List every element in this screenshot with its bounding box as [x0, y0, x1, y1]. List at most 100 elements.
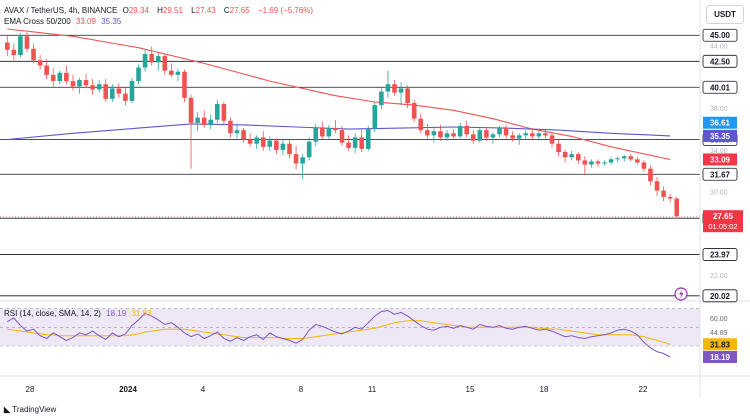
- indicator-badge: [703, 116, 737, 129]
- candle-body: [602, 162, 607, 164]
- candle-body: [215, 104, 220, 120]
- level-badge: [702, 289, 738, 303]
- rsi-legend[interactable]: RSI (14, close, SMA, 14, 2) 18.19 31.83: [4, 309, 154, 318]
- candle: [247, 133, 253, 147]
- candle-body: [536, 133, 542, 137]
- candle: [339, 125, 345, 146]
- candle: [595, 159, 601, 167]
- candle-body: [228, 120, 233, 134]
- candle-body: [234, 130, 240, 134]
- price-tick-label: 38.00: [710, 106, 728, 113]
- time-axis-label: 18: [540, 385, 549, 394]
- candle: [50, 67, 56, 87]
- candle: [530, 128, 535, 140]
- candle: [188, 94, 194, 169]
- candle-body: [490, 134, 496, 138]
- time-axis-label: 22: [639, 385, 648, 394]
- price-change: −1.69 (−5.76%): [257, 6, 314, 15]
- candle-body: [549, 135, 555, 144]
- currency-button[interactable]: USDT: [706, 5, 744, 24]
- candle-body: [648, 168, 653, 182]
- candle: [280, 139, 286, 156]
- ema-legend[interactable]: EMA Cross 50/200 33.09 35.35: [4, 17, 124, 26]
- level-label: 45.00: [710, 31, 731, 40]
- candle-body: [444, 133, 450, 138]
- ema-slow-line: [7, 123, 671, 141]
- candle-body: [241, 130, 246, 140]
- candle-body: [116, 88, 122, 94]
- candle-body: [339, 130, 345, 143]
- candle: [392, 80, 397, 96]
- candle-body: [175, 71, 181, 75]
- candle-body: [129, 81, 135, 101]
- candle-body: [530, 133, 535, 137]
- candle: [293, 145, 299, 170]
- level-badge: [702, 28, 738, 42]
- candle: [425, 123, 430, 139]
- candle-body: [661, 190, 666, 197]
- candle: [628, 154, 634, 162]
- candle-body: [70, 81, 76, 87]
- candle-body: [57, 72, 63, 82]
- candle: [37, 55, 43, 70]
- ohlc-open-value: 29.34: [128, 6, 149, 15]
- candle-body: [4, 42, 10, 50]
- candle: [510, 131, 515, 142]
- candle-body: [326, 128, 332, 137]
- indicator-badge: [703, 129, 737, 142]
- candle: [215, 99, 220, 123]
- level-badge: [702, 248, 738, 261]
- candle-body: [31, 48, 36, 61]
- tradingview-logo[interactable]: ◣ TradingView: [4, 405, 56, 414]
- candle: [228, 117, 233, 138]
- candle: [182, 69, 187, 102]
- alert-icon[interactable]: [674, 287, 688, 301]
- ema-fast-value: 33.09: [75, 17, 96, 26]
- candle: [64, 65, 69, 85]
- rsi-badge-label: 18.19: [710, 353, 731, 362]
- candle-body: [254, 137, 259, 144]
- rsi-tick-label: 60.00: [710, 316, 728, 323]
- candle: [543, 129, 548, 139]
- candle: [11, 43, 17, 61]
- candle-body: [405, 88, 410, 104]
- candle: [260, 131, 266, 152]
- candle: [359, 129, 364, 153]
- price-tick-label: 30.00: [710, 190, 728, 197]
- candle: [635, 157, 640, 165]
- candle-body: [575, 154, 581, 161]
- tradingview-brand: TradingView: [12, 405, 57, 414]
- candle-body: [516, 135, 522, 139]
- candle: [372, 101, 378, 133]
- candle: [654, 177, 660, 196]
- candle: [556, 139, 561, 157]
- candle-body: [431, 131, 437, 136]
- level-label: 42.50: [710, 57, 731, 66]
- candle: [575, 152, 581, 165]
- candle-body: [208, 119, 214, 125]
- candle: [608, 157, 614, 165]
- candle-body: [293, 154, 299, 164]
- candle-body: [385, 84, 391, 92]
- candle-body: [267, 140, 273, 147]
- time-axis-label: 2024: [119, 385, 137, 394]
- candle-body: [582, 160, 588, 165]
- candle-body: [274, 140, 279, 150]
- candle: [431, 128, 437, 143]
- candle-body: [37, 60, 43, 66]
- symbol-title: AVAX / TetherUS, 4h, BINANCE: [4, 6, 118, 15]
- candle-body: [667, 196, 673, 199]
- tradingview-icon: ◣: [4, 405, 11, 414]
- candle-body: [352, 137, 358, 148]
- indicator-badge-label: 35.35: [710, 132, 731, 141]
- candle-body: [260, 137, 266, 147]
- candle-body: [313, 128, 319, 142]
- candle: [326, 124, 332, 139]
- candle: [44, 59, 49, 80]
- candle-body: [90, 85, 95, 90]
- candle-body: [562, 152, 568, 158]
- ohlc-open: O29.34: [122, 6, 149, 15]
- candle: [582, 156, 588, 175]
- candle-body: [470, 134, 476, 141]
